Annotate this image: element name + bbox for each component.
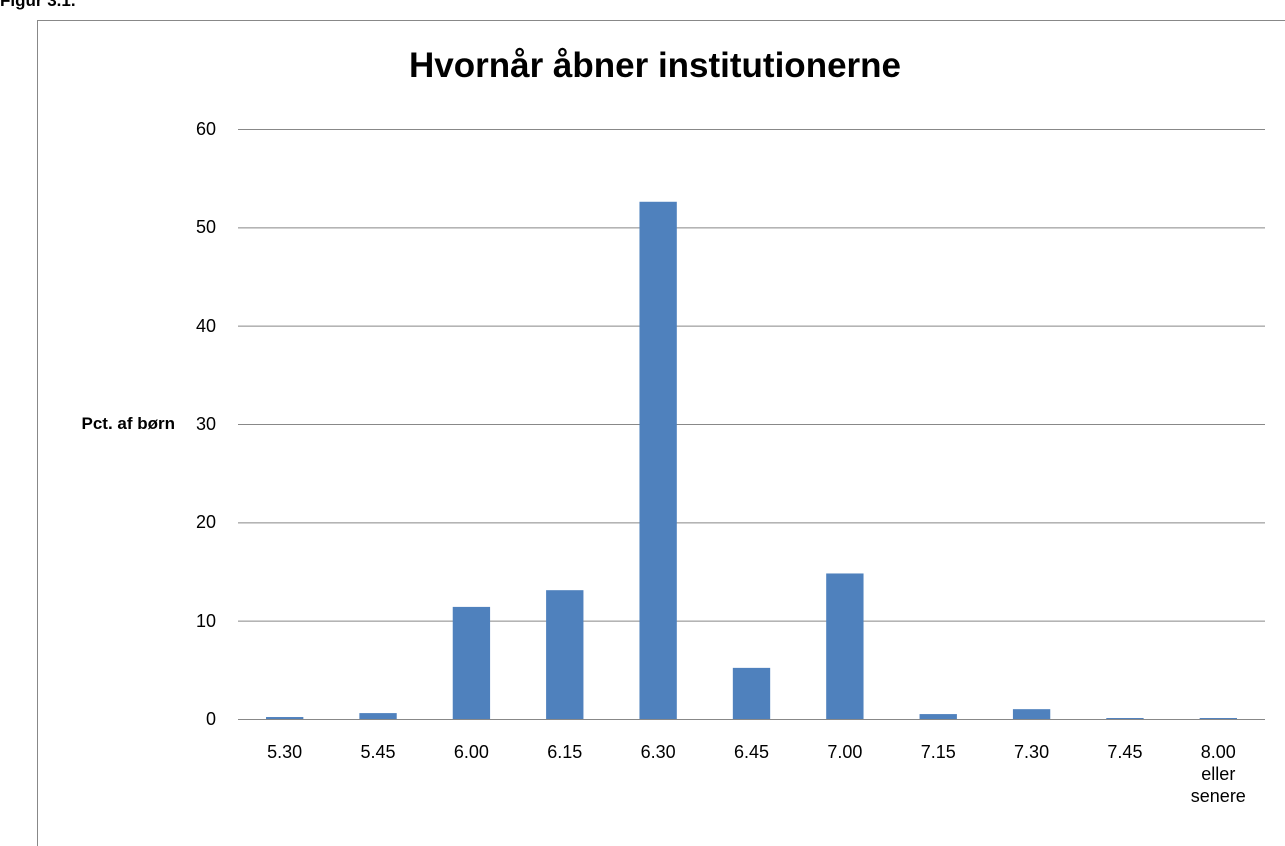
bar bbox=[1106, 718, 1144, 719]
y-tick-label: 20 bbox=[195, 512, 216, 533]
bar bbox=[1199, 718, 1237, 719]
figure-label: Figur 3.1. bbox=[0, 0, 76, 10]
x-tick-label: 7.15 bbox=[920, 742, 956, 762]
y-tick-label: 50 bbox=[195, 217, 216, 238]
bar bbox=[266, 717, 304, 719]
x-tick-label: 6.45 bbox=[733, 742, 770, 762]
x-tick-label: 5.45 bbox=[360, 742, 396, 762]
y-tick-label: 60 bbox=[195, 119, 216, 139]
bar bbox=[1012, 709, 1051, 719]
y-tick-label: 0 bbox=[205, 709, 216, 729]
x-tick-label: 7.45 bbox=[1107, 742, 1143, 762]
x-tick-label: 6.30 bbox=[640, 742, 676, 762]
y-tick-label: 30 bbox=[195, 414, 216, 434]
y-axis-label: Pct. af børn bbox=[81, 414, 175, 433]
x-tick-label: 5.30 bbox=[267, 742, 303, 762]
bar bbox=[732, 667, 771, 719]
x-tick-label: 6.00 bbox=[453, 742, 489, 762]
bar bbox=[826, 573, 864, 719]
bar bbox=[452, 606, 491, 719]
x-tick-label: 8.00 eller senere bbox=[1190, 742, 1246, 806]
x-tick-label: 7.00 bbox=[827, 742, 863, 762]
y-tick-label: 40 bbox=[195, 315, 216, 336]
y-tick-label: 10 bbox=[195, 610, 216, 631]
bar bbox=[639, 201, 677, 719]
bar bbox=[546, 590, 584, 719]
bar bbox=[359, 713, 397, 719]
x-tick-label: 7.30 bbox=[1014, 742, 1050, 762]
chart-title: Hvornår åbner institutionerne bbox=[408, 46, 902, 85]
x-tick-label: 6.15 bbox=[547, 742, 583, 762]
bar bbox=[919, 714, 957, 719]
